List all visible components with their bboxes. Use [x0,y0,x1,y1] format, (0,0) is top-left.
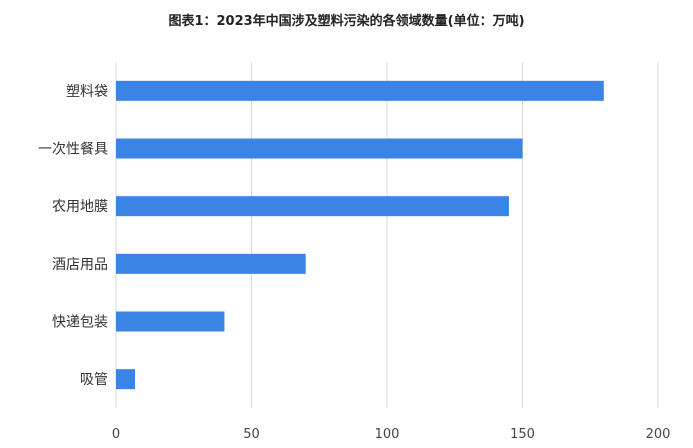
bar [116,80,604,101]
bar [116,253,306,274]
x-tick-label: 50 [243,427,260,442]
x-tick-label: 0 [112,427,120,442]
category-label: 快递包装 [52,315,108,331]
category-label: 塑料袋 [66,84,108,100]
x-tick-label: 100 [375,427,400,442]
category-label: 吸管 [80,372,108,388]
category-label: 酒店用品 [52,257,108,273]
category-label: 一次性餐具 [38,142,108,158]
chart-title: 图表1：2023年中国涉及塑料污染的各领域数量(单位：万吨) [168,14,525,29]
x-tick-label: 150 [510,427,535,442]
category-label: 农用地膜 [52,199,108,215]
bar [116,311,225,332]
bar [116,369,135,390]
bar [116,196,509,217]
bar [116,138,523,159]
x-tick-label: 200 [646,427,671,442]
